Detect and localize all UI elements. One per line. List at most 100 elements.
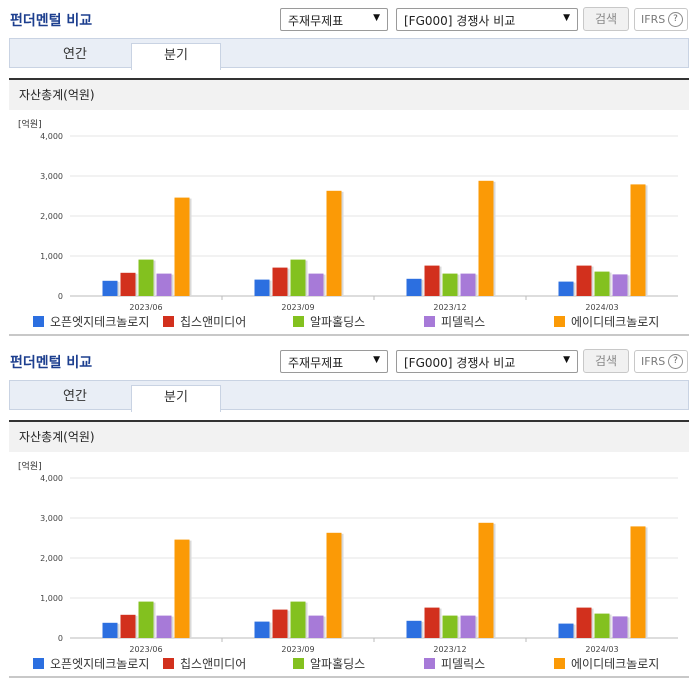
y-tick-label: 2,000 xyxy=(40,212,63,221)
bar xyxy=(102,622,118,638)
bar xyxy=(290,601,306,638)
legend-item[interactable]: 알파홀딩스 xyxy=(293,313,365,329)
legend-swatch xyxy=(163,658,174,669)
ifrs-button[interactable]: IFRS ? xyxy=(634,350,688,373)
bar xyxy=(138,259,154,296)
bar xyxy=(612,274,628,296)
statement-select[interactable]: 주재무제표 ▼ xyxy=(280,350,388,373)
legend-item[interactable]: 에이디테크놀로지 xyxy=(554,313,659,329)
bar xyxy=(594,271,610,296)
legend-item[interactable]: 피델릭스 xyxy=(424,655,485,671)
unit-label: [억원] xyxy=(18,120,42,130)
bar xyxy=(460,615,476,638)
bar xyxy=(272,267,288,296)
legend-swatch xyxy=(33,658,44,669)
panel-title: 펀더멘털 비교 xyxy=(10,13,93,29)
legend-swatch xyxy=(554,316,565,327)
legend-item[interactable]: 알파홀딩스 xyxy=(293,655,365,671)
y-tick-label: 0 xyxy=(58,292,63,301)
bar xyxy=(424,265,440,296)
bar xyxy=(272,609,288,638)
bar xyxy=(290,259,306,296)
fundamental-panel: 펀더멘털 비교 주재무제표 ▼ [FG000] 경쟁사 비교 ▼ 검색 IFRS… xyxy=(9,7,689,336)
chevron-down-icon: ▼ xyxy=(373,13,380,23)
x-tick-label: 2023/09 xyxy=(281,303,314,310)
x-tick-label: 2023/06 xyxy=(129,303,162,310)
y-tick-label: 1,000 xyxy=(40,594,63,603)
statement-select-value: 주재무제표 xyxy=(288,14,344,28)
statement-select[interactable]: 주재무제표 ▼ xyxy=(280,8,388,31)
bar xyxy=(254,279,270,296)
tab-quarterly[interactable]: 분기 xyxy=(131,43,221,70)
period-tabs: 연간 분기 xyxy=(9,380,689,412)
legend-label: 오픈엣지테크놀로지 xyxy=(50,657,150,671)
legend-item[interactable]: 칩스앤미디어 xyxy=(163,313,246,329)
legend-swatch xyxy=(554,658,565,669)
x-tick-label: 2024/03 xyxy=(585,645,618,652)
tab-quarterly[interactable]: 분기 xyxy=(131,385,221,412)
bar xyxy=(120,272,136,296)
unit-label: [억원] xyxy=(18,462,42,472)
legend-label: 알파홀딩스 xyxy=(310,315,366,329)
legend-swatch xyxy=(293,658,304,669)
x-tick-label: 2023/12 xyxy=(433,303,466,310)
legend-item[interactable]: 피델릭스 xyxy=(424,313,485,329)
y-tick-label: 4,000 xyxy=(40,132,63,141)
legend-item[interactable]: 칩스앤미디어 xyxy=(163,655,246,671)
tab-annual[interactable]: 연간 xyxy=(63,389,87,404)
chevron-down-icon: ▼ xyxy=(563,13,570,23)
bar xyxy=(156,273,172,296)
bar xyxy=(308,615,324,638)
bar xyxy=(558,281,574,296)
legend-label: 에이디테크놀로지 xyxy=(571,657,660,671)
y-tick-label: 2,000 xyxy=(40,554,63,563)
bar xyxy=(406,620,422,638)
legend-label: 에이디테크놀로지 xyxy=(571,315,660,329)
bar xyxy=(442,615,458,638)
divider xyxy=(9,334,689,336)
compare-select[interactable]: [FG000] 경쟁사 비교 ▼ xyxy=(396,8,578,31)
legend-label: 피델릭스 xyxy=(441,657,486,671)
bar xyxy=(478,522,494,638)
chevron-down-icon: ▼ xyxy=(373,355,380,365)
ifrs-button[interactable]: IFRS ? xyxy=(634,8,688,31)
bar xyxy=(460,273,476,296)
y-tick-label: 3,000 xyxy=(40,172,63,181)
bar xyxy=(254,621,270,638)
section-title: 자산총계(억원) xyxy=(9,420,689,452)
bar xyxy=(478,180,494,296)
legend-swatch xyxy=(33,316,44,327)
x-tick-label: 2023/12 xyxy=(433,645,466,652)
bar-chart: 0 1,000 2,000 3,000 4,000 2023/06 2023/09 2023/… xyxy=(40,474,678,652)
legend-item[interactable]: 에이디테크놀로지 xyxy=(554,655,659,671)
legend-item[interactable]: 오픈엣지테크놀로지 xyxy=(33,313,149,329)
panel-title: 펀더멘털 비교 xyxy=(10,355,93,371)
search-button[interactable]: 검색 xyxy=(583,349,629,373)
y-tick-label: 3,000 xyxy=(40,514,63,523)
bar xyxy=(102,280,118,296)
legend-label: 피델릭스 xyxy=(441,315,486,329)
bar xyxy=(174,539,190,638)
fundamental-panel: 펀더멘털 비교 주재무제표 ▼ [FG000] 경쟁사 비교 ▼ 검색 IFRS… xyxy=(0,342,696,684)
bar xyxy=(424,607,440,638)
compare-select-value: [FG000] 경쟁사 비교 xyxy=(404,356,516,370)
bar xyxy=(594,613,610,638)
bar xyxy=(326,532,342,638)
ifrs-label: IFRS xyxy=(641,355,666,368)
bar xyxy=(120,614,136,638)
legend-swatch xyxy=(424,658,435,669)
divider xyxy=(9,676,689,678)
bar xyxy=(156,615,172,638)
legend-item[interactable]: 오픈엣지테크놀로지 xyxy=(33,655,149,671)
legend-swatch xyxy=(424,316,435,327)
compare-select[interactable]: [FG000] 경쟁사 비교 ▼ xyxy=(396,350,578,373)
help-icon[interactable]: ? xyxy=(668,354,683,369)
y-tick-label: 1,000 xyxy=(40,252,63,261)
y-tick-label: 0 xyxy=(58,634,63,643)
bar xyxy=(558,623,574,638)
search-button[interactable]: 검색 xyxy=(583,7,629,31)
bar xyxy=(326,190,342,296)
help-icon[interactable]: ? xyxy=(668,12,683,27)
statement-select-value: 주재무제표 xyxy=(288,356,344,370)
tab-annual[interactable]: 연간 xyxy=(63,47,87,62)
